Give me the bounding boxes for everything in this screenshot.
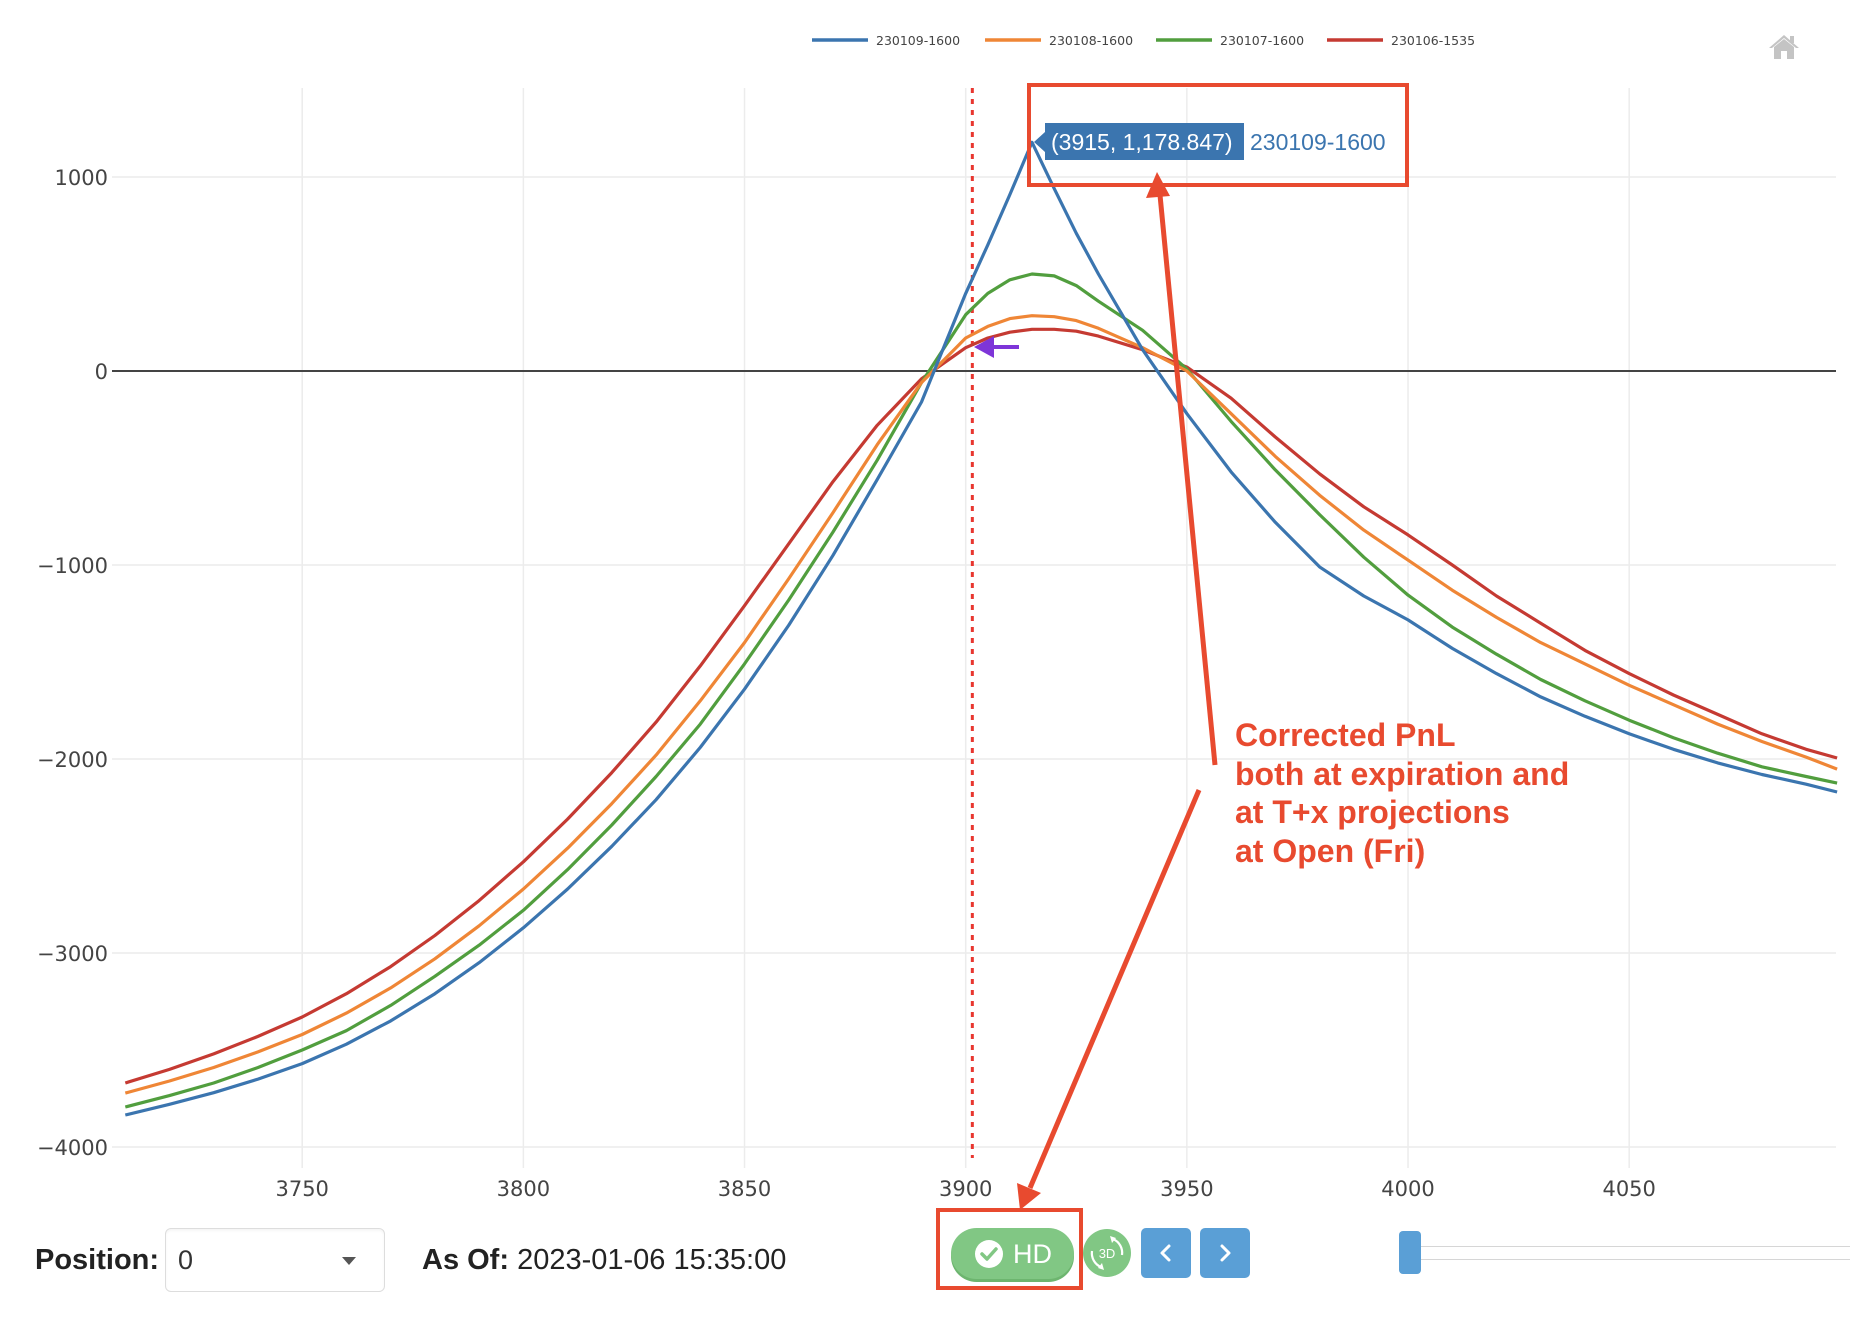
series-line-230108-1600[interactable] [124,314,1838,1095]
annotation-line-4: at Open (Fri) [1235,833,1425,869]
legend[interactable]: 230109-1600 230108-1600 230107-1600 230106-… [812,33,1475,48]
legend-item-230108-1600[interactable]: 230108-1600 [985,33,1133,48]
x-tick-label: 3800 [497,1177,550,1201]
rotate-3d-icon: 3D [1090,1236,1124,1270]
series-line-230107-1600[interactable] [124,272,1838,1109]
check-circle-icon [975,1240,1003,1268]
home-icon[interactable] [1768,33,1800,61]
chevron-left-icon [1160,1244,1171,1262]
y-tick-label: 0 [95,360,108,384]
time-slider-track[interactable] [1410,1246,1850,1260]
x-tick-label: 4050 [1602,1177,1655,1201]
hd-label: HD [1013,1239,1052,1269]
y-tick-label: −3000 [37,942,108,966]
annotation-line-1: Corrected PnL [1235,717,1455,753]
as-of-label: As Of: [422,1244,509,1276]
x-tick-label: 3850 [718,1177,771,1201]
tooltip-coords: (3915, 1,178.847) [1051,129,1233,155]
series-line-230106-1535[interactable] [124,327,1838,1085]
highlight-box-hd [936,1208,1083,1290]
y-tick-label: 1000 [55,166,108,190]
as-of-display: As Of: 2023-01-06 15:35:00 [422,1244,786,1277]
y-tick-label: −2000 [37,748,108,772]
x-tick-label: 3750 [275,1177,328,1201]
position-value: 0 [178,1245,194,1275]
series-line-230109-1600[interactable] [124,140,1838,1117]
as-of-value: 2023-01-06 15:35:00 [517,1244,787,1276]
legend-label: 230108-1600 [1049,33,1133,48]
hd-toggle-button[interactable]: HD [951,1228,1074,1279]
legend-item-230109-1600[interactable]: 230109-1600 [812,33,960,48]
x-tick-label: 3900 [939,1177,992,1201]
tooltip-series-name: 230109-1600 [1250,129,1386,155]
hover-tooltip: (3915, 1,178.847) 230109-1600 [1034,123,1386,160]
svg-text:3D: 3D [1099,1246,1116,1261]
chevron-right-icon [1220,1244,1231,1262]
axis-tick-labels: 3750 3800 3850 3900 3950 4000 4050 1000 0 −1000 −2… [37,166,1656,1201]
previous-button[interactable] [1141,1228,1191,1278]
series-lines[interactable] [124,140,1838,1117]
highlight-box-tooltip [1027,83,1409,187]
chevron-down-icon [342,1257,356,1265]
legend-label: 230109-1600 [876,33,960,48]
position-dropdown[interactable]: 0 [165,1228,385,1292]
x-tick-label: 3950 [1160,1177,1213,1201]
legend-item-230107-1600[interactable]: 230107-1600 [1156,33,1304,48]
annotation-arrows [1017,172,1218,1210]
legend-label: 230106-1535 [1391,33,1475,48]
3d-view-button[interactable]: 3D [1083,1229,1131,1277]
legend-item-230106-1535[interactable]: 230106-1535 [1327,33,1475,48]
next-button[interactable] [1200,1228,1250,1278]
time-slider-handle[interactable] [1399,1231,1421,1274]
annotation-line-3: at T+x projections [1235,794,1510,830]
y-tick-label: −1000 [37,554,108,578]
y-tick-label: −4000 [37,1136,108,1160]
grid-lines [112,88,1836,1168]
annotation-line-2: both at expiration and [1235,756,1569,792]
position-label: Position: [35,1244,160,1276]
purple-arrow-annotation [974,336,1019,358]
x-tick-label: 4000 [1381,1177,1434,1201]
legend-label: 230107-1600 [1220,33,1304,48]
